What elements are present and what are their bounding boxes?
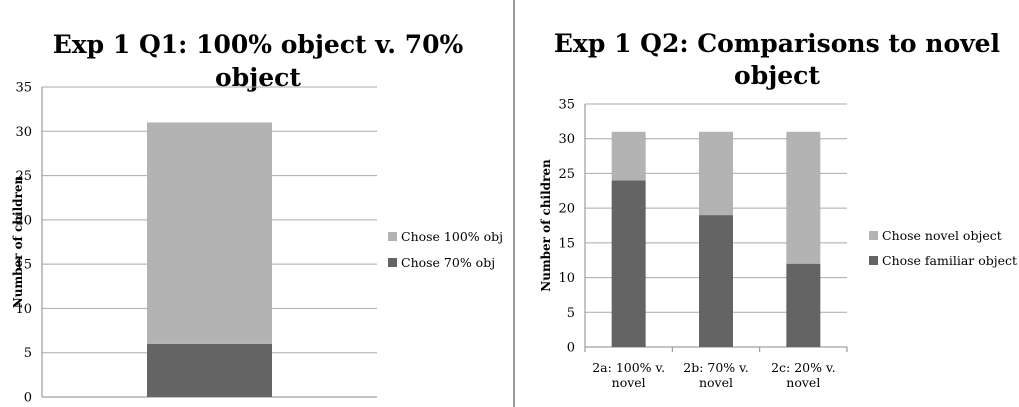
legend-label: Chose 100% obj xyxy=(401,229,503,244)
chart-title-line: Exp 1 Q2: Comparisons to novel xyxy=(554,29,1000,58)
x-category-label: 2c: 20% v. xyxy=(771,360,835,375)
bar-segment-chose-familiar-object xyxy=(611,180,646,347)
y-tick-label: 0 xyxy=(567,341,575,356)
x-category-label: 2a: 100% v. xyxy=(592,360,665,375)
bar-segment-chose-novel-object xyxy=(786,131,821,264)
y-axis-label: Number of children xyxy=(539,159,553,292)
x-category-label: novel xyxy=(612,375,646,390)
legend-swatch xyxy=(869,256,878,265)
y-tick-label: 5 xyxy=(567,306,575,321)
y-tick-label: 35 xyxy=(15,81,32,96)
x-category-label: 2b: 70% v. xyxy=(683,360,748,375)
y-tick-label: 20 xyxy=(558,202,575,217)
y-tick-label: 15 xyxy=(558,236,575,251)
y-tick-label: 5 xyxy=(24,346,32,361)
bar-segment-chose-100-obj xyxy=(147,122,272,344)
y-tick-label: 35 xyxy=(558,98,575,113)
bar-segment-chose-novel-object xyxy=(699,131,733,216)
legend-label: Chose novel object xyxy=(882,228,1002,243)
bar-segment-chose-familiar-object xyxy=(699,215,733,347)
legend-label: Chose familiar object xyxy=(882,253,1017,268)
chart-title-line: object xyxy=(215,63,301,92)
y-tick-label: 15 xyxy=(15,258,32,273)
chart-title-line: Exp 1 Q1: 100% object v. 70% xyxy=(53,30,464,59)
legend-swatch xyxy=(388,258,397,267)
x-category-label: novel xyxy=(699,375,733,390)
chart-panel-q1: Exp 1 Q1: 100% object v. 70% object 0 5 10 15… xyxy=(11,0,515,407)
y-tick-label: 20 xyxy=(15,213,32,228)
y-tick-label: 30 xyxy=(558,132,575,147)
y-tick-label: 25 xyxy=(558,167,575,182)
chart-q1: Exp 1 Q1: 100% object v. 70% object 0 5 10 15… xyxy=(11,30,503,406)
chart-panel-q2: Exp 1 Q2: Comparisons to novel object 0 5 10… xyxy=(517,0,1019,407)
y-tick-label: 10 xyxy=(558,271,575,286)
legend-swatch xyxy=(869,231,878,240)
legend-label: Chose 70% obj xyxy=(401,255,495,270)
chart-q2: Exp 1 Q2: Comparisons to novel object 0 5 10… xyxy=(539,29,1017,390)
y-tick-label: 10 xyxy=(15,302,32,317)
y-axis-label: Number of children xyxy=(11,175,25,308)
legend-swatch xyxy=(388,232,397,241)
bar-segment-chose-familiar-object xyxy=(786,263,821,347)
x-category-label: novel xyxy=(786,375,820,390)
y-tick-label: 0 xyxy=(24,391,32,406)
chart-title-line: object xyxy=(734,61,820,90)
y-tick-label: 25 xyxy=(15,169,32,184)
y-tick-label: 30 xyxy=(15,125,32,140)
bar-segment-chose-70-obj xyxy=(147,343,272,397)
bar-segment-chose-novel-object xyxy=(611,131,646,181)
